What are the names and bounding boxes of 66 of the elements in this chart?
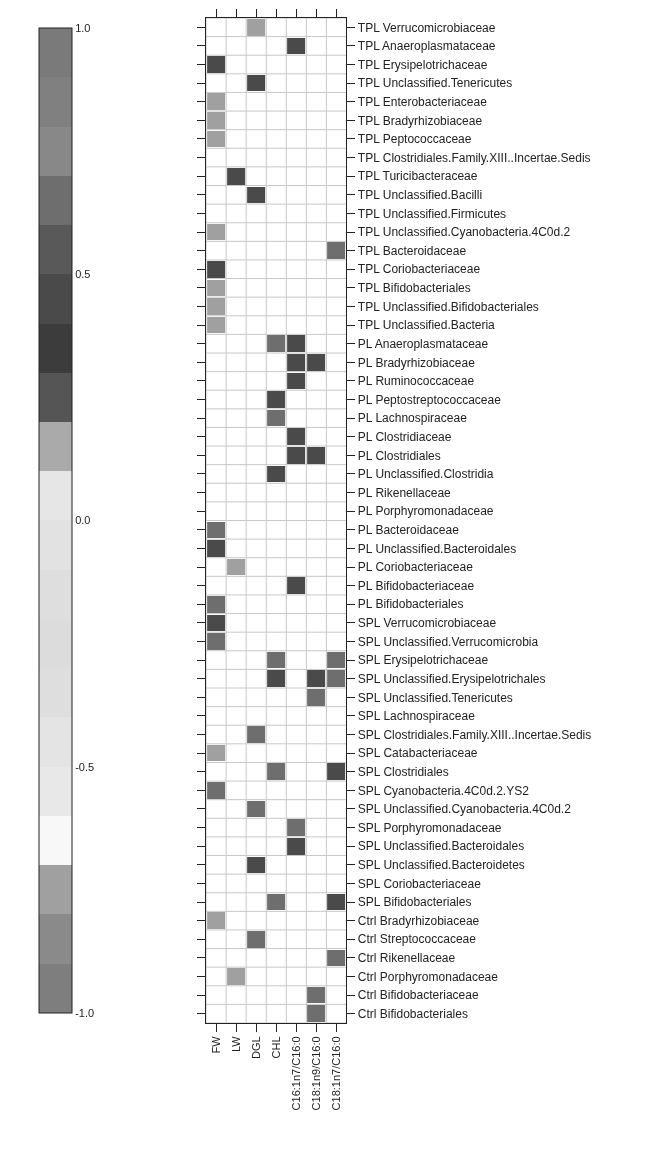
y-tick-label: Ctrl Bradyrhizobiaceae [357,913,480,928]
color-bar-label: 0.0 [75,514,91,527]
y-tick-label: SPL Clostridiales.Family.XIII..Incertae.Sedis [357,727,592,742]
y-tick-label: TPL Enterobacteriaceae [357,94,488,109]
y-tick-label: TPL Clostridiales.Family.XIII..Incertae.Sedis [357,150,591,165]
y-tick-label: Ctrl Streptococcaceae [357,932,477,947]
y-tick-label: TPL Erysipelotrichaceae [357,57,488,72]
y-tick-label: TPL Peptococcaceae [357,132,472,147]
y-tick-label: TPL Unclassified.Cyanobacteria.4C0d.2 [357,225,571,240]
x-tick-label: CHL [269,1036,282,1059]
y-tick-label: TPL Bifidobacteriales [357,281,471,296]
y-tick-label: Ctrl Porphyromonadaceae [357,969,499,984]
y-tick-label: SPL Lachnospiraceae [357,709,476,724]
y-tick-label: PL Bifidobacteriales [357,597,464,612]
y-tick-label: TPL Unclassified.Firmicutes [357,206,507,221]
y-tick-label: SPL Verrucomicrobiaceae [357,616,497,631]
y-tick-label: TPL Bradyrhizobiaceae [357,113,483,128]
x-tick-label: C18:1n9/C16:0 [309,1036,322,1111]
y-tick-label: PL Ruminococcaceae [357,374,475,389]
x-tick-label: LW [229,1035,242,1053]
color-bar-label: 1.0 [75,21,91,34]
y-tick-label: SPL Coriobacteriaceae [357,876,482,891]
y-tick-label: PL Peptostreptococcaceae [357,392,502,407]
color-bar-label: -0.5 [75,760,95,773]
y-tick-label: PL Clostridiaceae [357,429,452,444]
y-tick-label: PL Unclassified.Bacteroidales [357,541,517,556]
y-tick-label: Ctrl Bifidobacteriales [357,1006,468,1021]
y-tick-label: TPL Unclassified.Tenericutes [357,76,513,91]
y-tick-label: PL Lachnospiraceae [357,411,468,426]
y-tick-label: SPL Unclassified.Bacteroidetes [357,858,525,873]
y-tick-label: SPL Unclassified.Erysipelotrichales [357,671,546,686]
y-tick-label: SPL Bifidobacteriales [357,895,472,910]
y-tick-label: SPL Unclassified.Cyanobacteria.4C0d.2 [357,802,572,817]
y-tick-label: TPL Anaeroplasmataceae [357,39,496,54]
y-tick-label: PL Rikenellaceae [357,485,452,500]
y-tick-label: PL Anaeroplasmataceae [357,336,489,351]
y-tick-label: PL Clostridiales [357,448,441,463]
y-tick-label: SPL Unclassified.Tenericutes [357,690,513,705]
x-tick-label: C16:1n7/C16:0 [289,1036,302,1111]
y-tick-label: TPL Unclassified.Bacilli [357,188,483,203]
y-tick-label: SPL Clostridiales [357,764,449,779]
y-tick-label: SPL Cyanobacteria.4C0d.2.YS2 [357,783,530,798]
y-tick-label: TPL Unclassified.Bacteria [357,318,496,333]
y-tick-label: TPL Turicibacteraceae [357,169,478,184]
x-tick-label: C18:1n7/C16:0 [330,1036,342,1111]
x-tick-label: FW [209,1035,222,1054]
color-bar-label: 0.5 [75,268,91,281]
y-tick-label: PL Bradyrhizobiaceae [357,355,476,370]
color-bar-label: -1.0 [75,1006,95,1019]
y-tick-label: SPL Catabacteriaceae [357,746,478,761]
y-tick-label: SPL Unclassified.Verrucomicrobia [357,634,539,649]
y-tick-label: Ctrl Bifidobacteriaceae [357,988,479,1003]
y-tick-label: SPL Porphyromonadaceae [357,820,502,835]
x-tick-label: DGL [249,1036,262,1060]
y-tick-label: TPL Unclassified.Bifidobacteriales [357,299,539,314]
y-tick-label: SPL Unclassified.Bacteroidales [357,839,525,854]
y-tick-label: PL Coriobacteriaceae [357,560,474,575]
y-tick-label: PL Porphyromonadaceae [357,504,494,519]
y-tick-label: PL Bacteroidaceae [357,523,460,538]
y-tick-label: TPL Bacteroidaceae [357,243,467,258]
y-tick-label: SPL Erysipelotrichaceae [357,653,489,668]
y-tick-label: TPL Verrucomicrobiaceae [357,20,496,35]
y-tick-label: PL Unclassified.Clostridia [357,467,494,482]
y-tick-label: TPL Coriobacteriaceae [357,262,481,277]
y-tick-label: PL Bifidobacteriaceae [357,578,475,593]
y-tick-label: Ctrl Rikenellaceae [357,951,456,966]
